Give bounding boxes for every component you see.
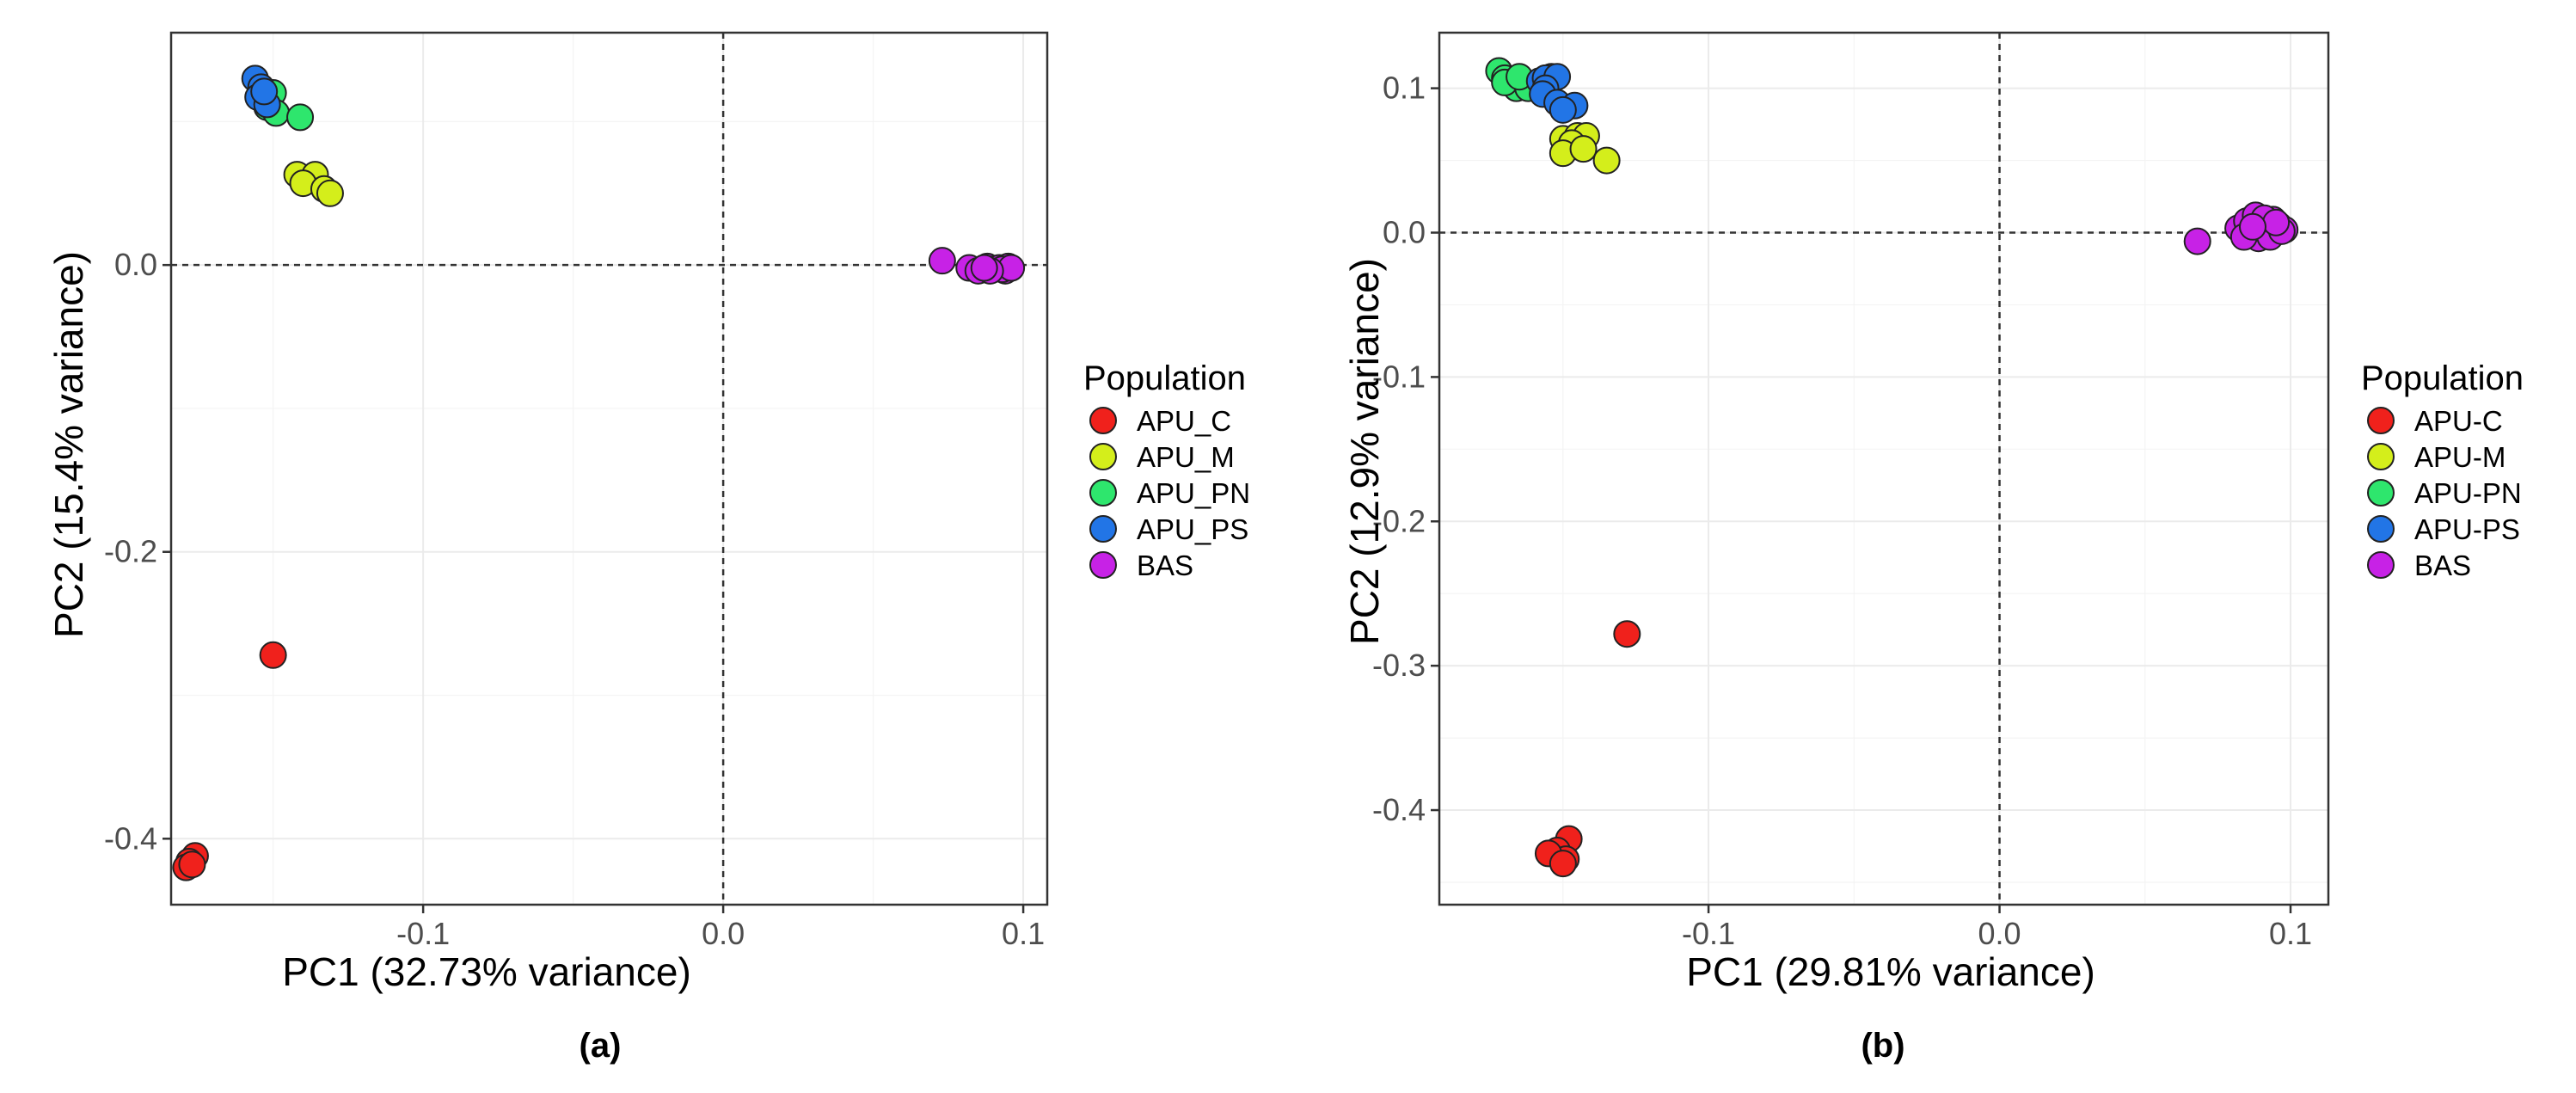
y-tick-label: -0.4 bbox=[1372, 792, 1426, 827]
legend-key-bas bbox=[1089, 551, 1117, 579]
y-axis-title-a: PC2 (15.4% variance) bbox=[46, 251, 91, 638]
points-b bbox=[1485, 57, 2299, 878]
point-apu-ps bbox=[1549, 95, 1577, 124]
legend-key-apu-c bbox=[1089, 407, 1117, 434]
point-bas bbox=[2183, 227, 2211, 255]
x-tick-label: 0.0 bbox=[1978, 916, 2021, 951]
grid-b bbox=[1439, 33, 2328, 905]
point-apu-c bbox=[1613, 620, 1641, 648]
y-tick-label: -0.3 bbox=[1372, 648, 1426, 683]
legend-label-apu-c: APU_C bbox=[1137, 405, 1231, 437]
caption-a: (a) bbox=[580, 1027, 622, 1065]
legend-key-apu-m bbox=[2367, 443, 2395, 470]
y-axis-title-b: PC2 (12.9% variance) bbox=[1342, 258, 1387, 645]
point-bas bbox=[2262, 208, 2291, 236]
point-bas bbox=[928, 247, 956, 275]
point-apu-pn bbox=[286, 103, 315, 132]
y-tick-label: -0.1 bbox=[1372, 359, 1426, 394]
points-a bbox=[172, 64, 1026, 881]
panel-a: -0.1 0.0 0.1 0.0 -0.2 -0.4 PC1 (32.73% v… bbox=[46, 31, 1250, 1065]
y-tick-label: 0.1 bbox=[1383, 71, 1426, 106]
point-apu-m bbox=[316, 179, 344, 207]
legend-label-apu-pn: APU_PN bbox=[1137, 477, 1250, 509]
legend-key-apu-pn bbox=[1089, 479, 1117, 507]
point-apu-c bbox=[1549, 850, 1577, 878]
legend-key-apu-pn bbox=[2367, 479, 2395, 507]
point-apu-m bbox=[1569, 135, 1598, 163]
legend-key-apu-m bbox=[1089, 443, 1117, 470]
y-tick-label: -0.2 bbox=[104, 534, 157, 569]
legend-label-apu-m: APU-M bbox=[2414, 441, 2505, 473]
caption-b: (b) bbox=[1861, 1027, 1904, 1065]
point-apu-ps bbox=[250, 77, 279, 106]
panel-b: -0.1 0.0 0.1 0.1 0.0 -0.1 -0.2 -0.3 -0.4… bbox=[1342, 31, 2524, 1065]
x-tick-label: 0.0 bbox=[702, 916, 745, 951]
x-ticks-a: -0.1 0.0 0.1 bbox=[396, 905, 1045, 951]
legend-title-a: Population bbox=[1083, 359, 1246, 397]
legend-label-apu-ps: APU_PS bbox=[1137, 513, 1248, 545]
legend-label-apu-ps: APU-PS bbox=[2414, 513, 2520, 545]
legend-label-bas: BAS bbox=[1137, 550, 1193, 581]
x-axis-title-b: PC1 (29.81% variance) bbox=[1686, 949, 2095, 994]
legend-b: Population APU-C APU-M APU-PN APU-PS BAS bbox=[2361, 359, 2524, 581]
x-tick-label: -0.1 bbox=[1682, 916, 1735, 951]
y-tick-label: -0.2 bbox=[1372, 503, 1426, 538]
y-tick-label: -0.4 bbox=[104, 820, 157, 856]
y-ticks-b: 0.1 0.0 -0.1 -0.2 -0.3 -0.4 bbox=[1372, 71, 1439, 827]
panel-border-b bbox=[1438, 31, 2330, 906]
legend-key-apu-c bbox=[2367, 407, 2395, 434]
x-tick-label: -0.1 bbox=[396, 916, 450, 951]
point-apu-c bbox=[178, 850, 206, 879]
legend-label-apu-c: APU-C bbox=[2414, 405, 2503, 437]
point-apu-m bbox=[1592, 146, 1621, 175]
x-tick-label: 0.1 bbox=[1002, 916, 1045, 951]
y-tick-label: 0.0 bbox=[114, 247, 157, 282]
point-bas bbox=[970, 254, 998, 282]
panel-border-a bbox=[169, 31, 1049, 906]
legend-key-bas bbox=[2367, 551, 2395, 579]
point-apu-c bbox=[259, 641, 287, 669]
point-bas bbox=[2239, 212, 2266, 241]
legend-label-apu-m: APU_M bbox=[1137, 441, 1235, 473]
x-axis-title-a: PC1 (32.73% variance) bbox=[282, 949, 691, 994]
x-ticks-b: -0.1 0.0 0.1 bbox=[1682, 905, 2312, 951]
x-tick-label: 0.1 bbox=[2269, 916, 2312, 951]
legend-label-apu-pn: APU-PN bbox=[2414, 477, 2522, 509]
y-tick-label: 0.0 bbox=[1383, 215, 1426, 250]
legend-label-bas: BAS bbox=[2414, 550, 2471, 581]
y-ticks-a: 0.0 -0.2 -0.4 bbox=[104, 247, 171, 856]
legend-key-apu-ps bbox=[2367, 515, 2395, 543]
legend-a: Population APU_C APU_M APU_PN APU_PS BAS bbox=[1083, 359, 1250, 581]
legend-key-apu-ps bbox=[1089, 515, 1117, 543]
legend-title-b: Population bbox=[2361, 359, 2524, 397]
